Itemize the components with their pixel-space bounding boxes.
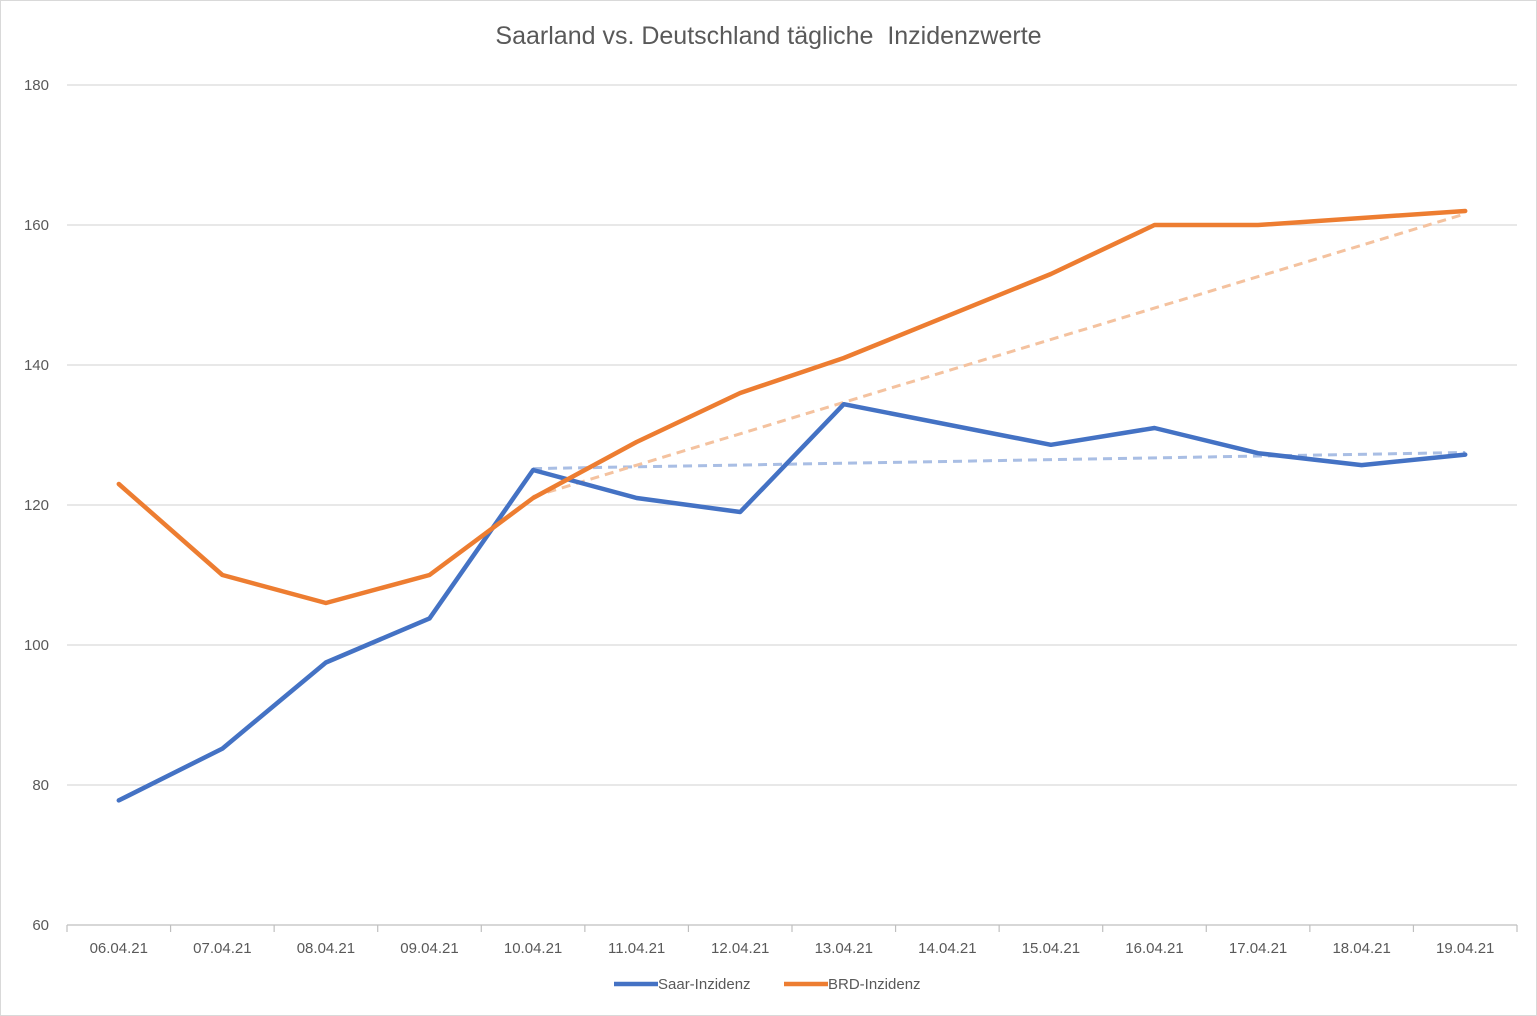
x-tick-label: 06.04.21 [90, 940, 148, 957]
x-tick-label: 14.04.21 [918, 940, 976, 957]
x-tick-label: 13.04.21 [815, 940, 873, 957]
series-line-saar-inzidenz [116, 401, 1468, 803]
y-tick-label: 100 [24, 637, 49, 654]
y-tick-label: 60 [32, 917, 49, 934]
x-tick-label: 07.04.21 [193, 940, 251, 957]
y-tick-label: 160 [24, 217, 49, 234]
series-lines [116, 208, 1468, 803]
x-tick-label: 15.04.21 [1022, 940, 1080, 957]
y-tick-label: 180 [24, 77, 49, 94]
trendline-saar-inzidenz [533, 451, 1466, 471]
x-tick-label: 12.04.21 [711, 940, 769, 957]
y-tick-label: 120 [24, 497, 49, 514]
x-tick-label: 11.04.21 [608, 940, 665, 957]
x-tick-label: 08.04.21 [297, 940, 355, 957]
gridlines [67, 84, 1517, 786]
trendlines [532, 212, 1466, 499]
legend: Saar-Inzidenz BRD-Inzidenz [614, 976, 921, 993]
x-tick-label: 17.04.21 [1229, 940, 1287, 957]
x-axis: 06.04.21 07.04.21 08.04.21 09.04.21 10.04.21… [66, 924, 1518, 957]
y-tick-label: 80 [32, 777, 49, 794]
series-line-brd-inzidenz [116, 208, 1468, 606]
x-tick-label: 18.04.21 [1332, 940, 1390, 957]
chart-title: Saarland vs. Deutschland tägliche Inzide… [495, 22, 1042, 50]
x-tick-label: 16.04.21 [1125, 940, 1183, 957]
y-axis-ticks: 60 80 100 120 140 160 180 [24, 77, 49, 934]
y-tick-label: 140 [24, 357, 49, 374]
legend-label: Saar-Inzidenz [658, 976, 751, 993]
x-tick-label: 09.04.21 [400, 940, 458, 957]
x-tick-label: 10.04.21 [504, 940, 562, 957]
trendline-brd-inzidenz [532, 212, 1466, 499]
legend-label: BRD-Inzidenz [828, 976, 921, 993]
x-tick-label: 19.04.21 [1436, 940, 1494, 957]
